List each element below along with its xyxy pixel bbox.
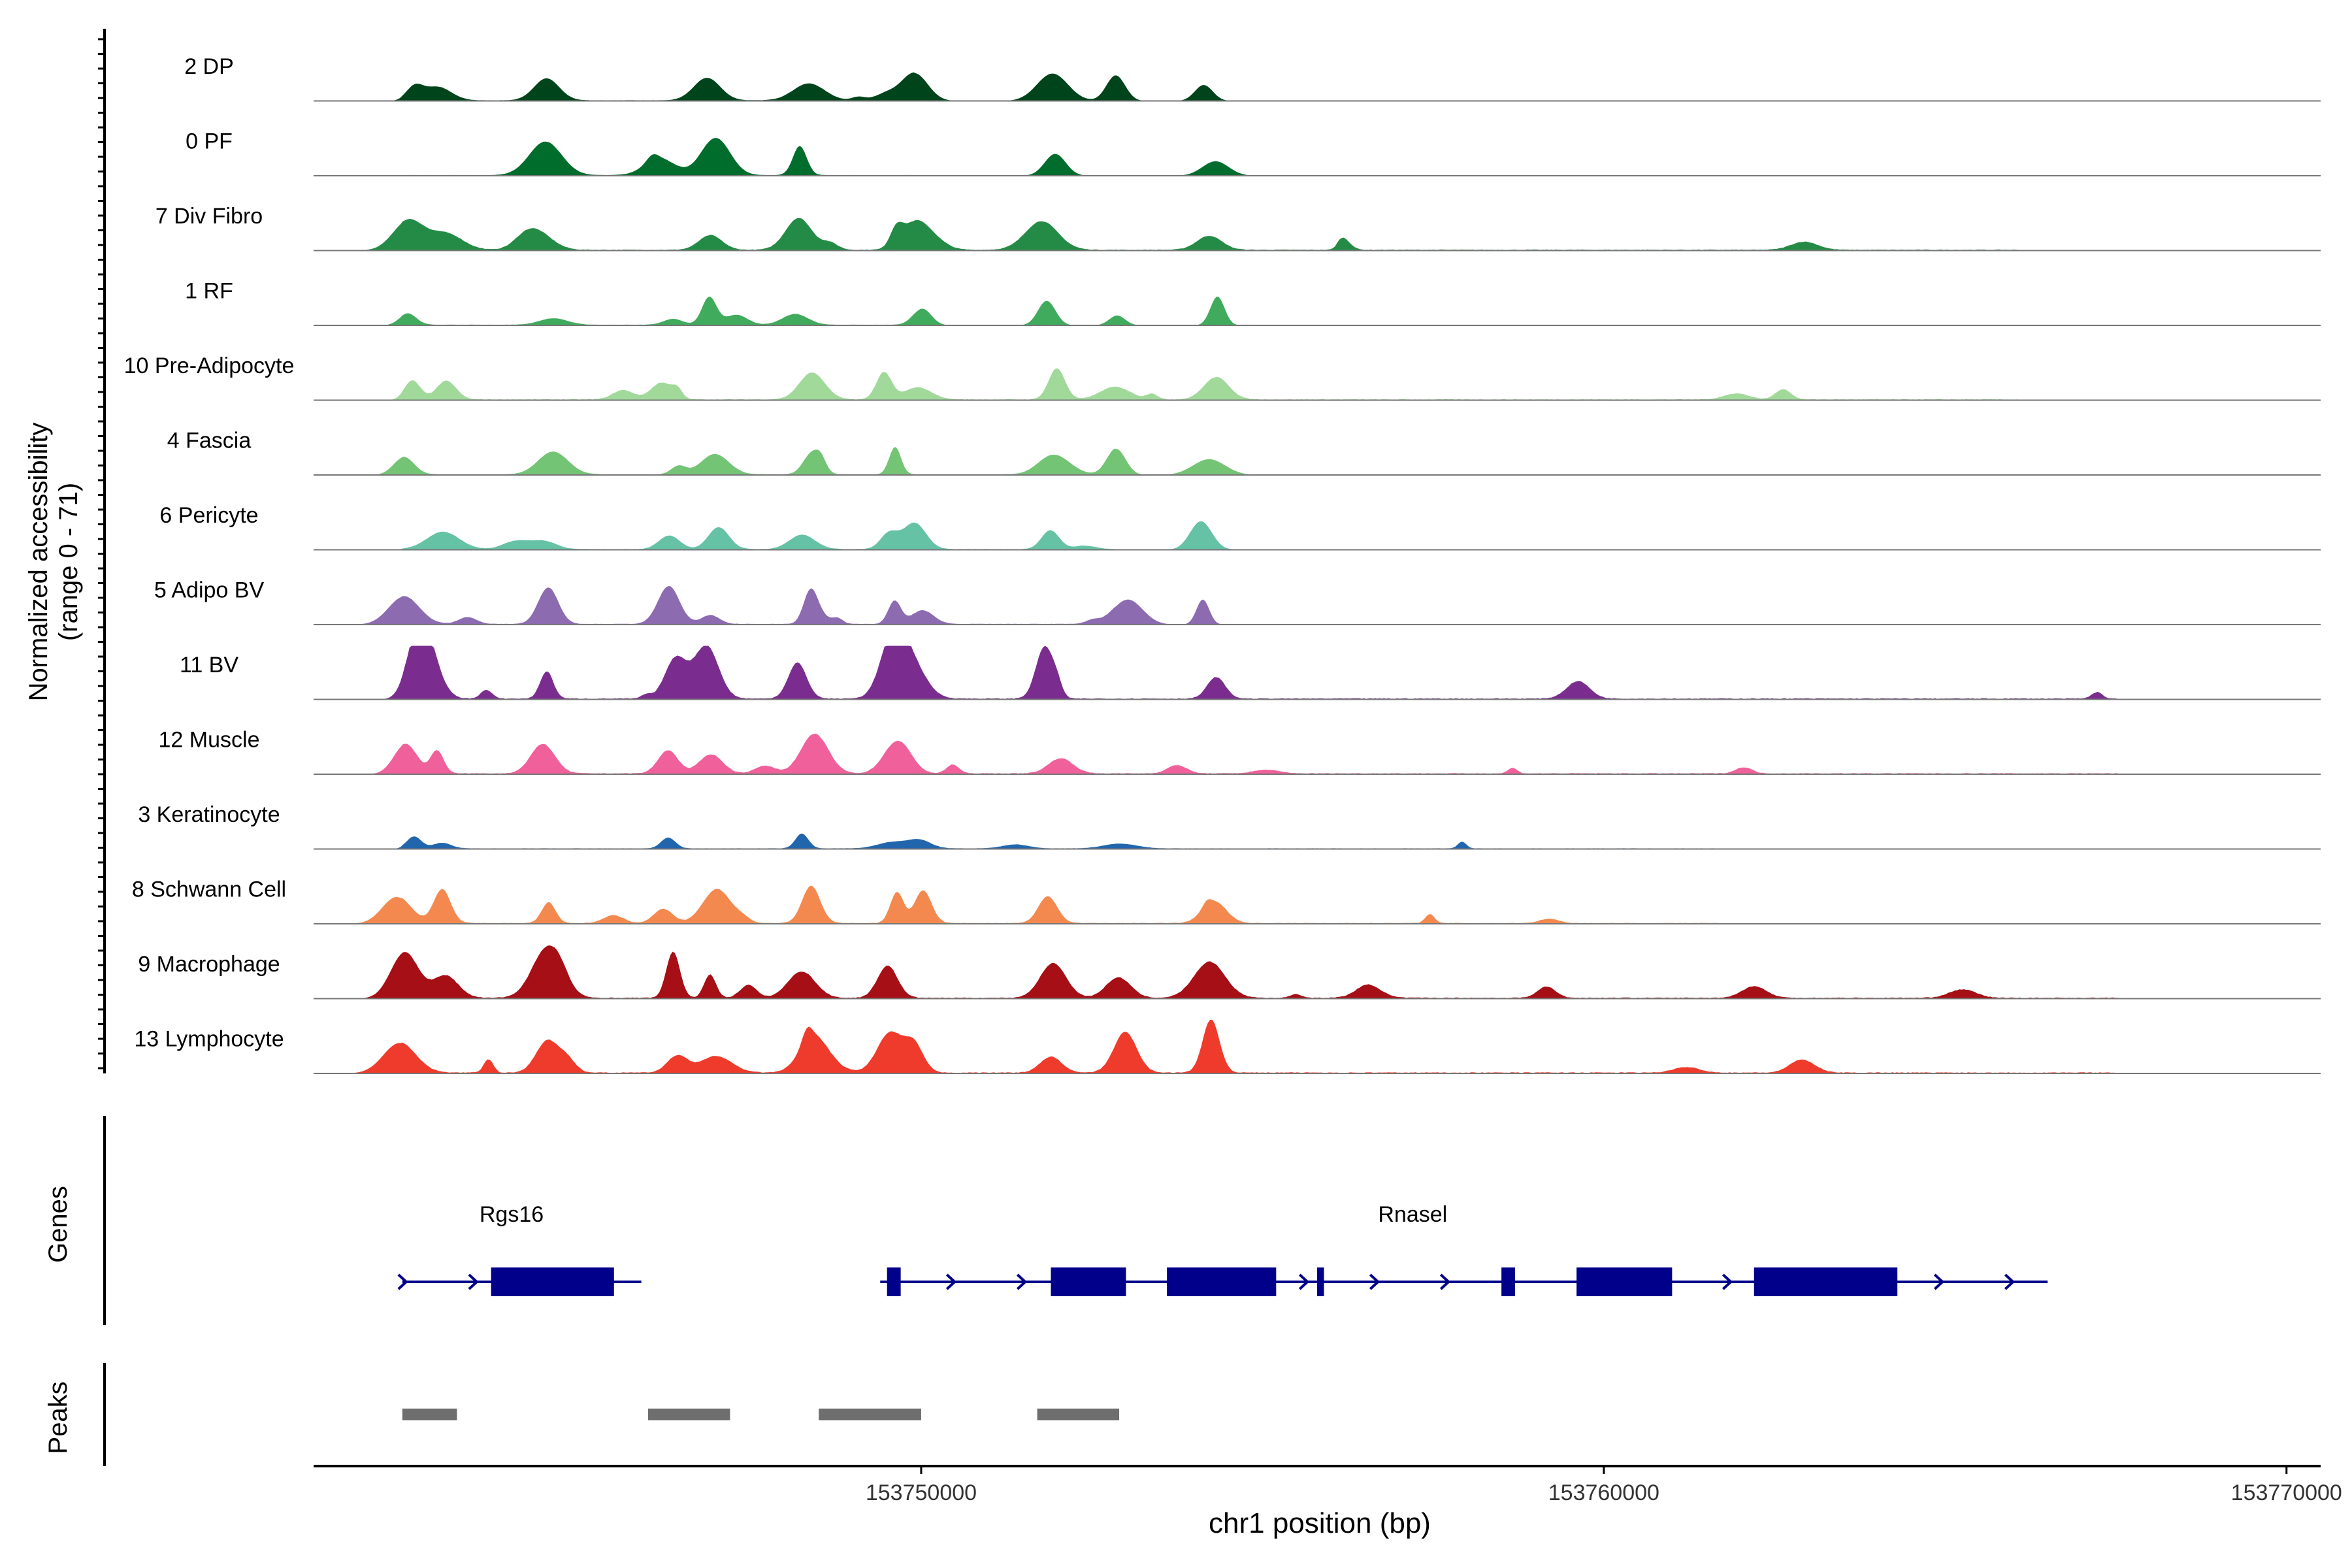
coverage-area (314, 72, 2321, 101)
exon (1501, 1267, 1516, 1296)
strand-arrow (2004, 1273, 2016, 1290)
track-label: 13 Lymphocyte (134, 1027, 284, 1052)
coverage-area (314, 521, 2321, 550)
track-label: 0 PF (186, 129, 233, 154)
track-label: 11 BV (180, 653, 238, 678)
coverage-area (314, 1020, 2321, 1073)
track-label: 3 Keratinocyte (138, 802, 280, 827)
gene-model: Rnasel (880, 1202, 2048, 1296)
coverage-area (314, 945, 2321, 999)
exon (1317, 1267, 1324, 1296)
track-label: 2 DP (184, 54, 234, 79)
strand-arrow (1369, 1273, 1380, 1290)
coverage-tracks: 2 DP 0 PF 7 Div Fibro 1 RF 10 Pre-Adipocyte 4… (124, 54, 2321, 1074)
gene-model: Rgs16 (397, 1202, 642, 1296)
strand-arrow (1933, 1273, 1945, 1290)
strand-arrow (1016, 1273, 1028, 1290)
exon (1167, 1267, 1277, 1296)
coverage-track: 4 Fascia (167, 429, 2321, 476)
coverage-track: 7 Div Fibro (155, 204, 2321, 252)
coverage-track: 9 Macrophage (138, 945, 2321, 1000)
track-label: 12 Muscle (159, 728, 260, 753)
x-axis: 153750000 153760000 153770000 (314, 1465, 2342, 1505)
coverage-area (314, 296, 2321, 325)
coverage-area (314, 833, 2321, 849)
peak-region (819, 1409, 921, 1420)
gene-label: Rgs16 (480, 1202, 544, 1227)
coverage-track: 12 Muscle (159, 728, 2321, 775)
strand-arrow (1298, 1273, 1310, 1290)
exon (1576, 1267, 1673, 1296)
peaks-track (402, 1409, 1119, 1420)
x-axis-label: chr1 position (bp) (1209, 1507, 1431, 1539)
strand-arrow (945, 1273, 957, 1290)
coverage-area (314, 447, 2321, 475)
y-axis-label-line1: Normalized accessibility (24, 423, 53, 702)
track-label: 1 RF (185, 279, 233, 304)
genes-track-label: Genes (44, 1186, 73, 1263)
exon (1051, 1267, 1126, 1296)
strand-arrow (397, 1273, 408, 1290)
coverage-track: 6 Pericyte (159, 503, 2321, 551)
coverage-track: 11 BV (180, 645, 2321, 700)
y-axis (98, 29, 106, 1073)
x-tick-label: 153750000 (866, 1480, 977, 1505)
coverage-area (314, 885, 2321, 924)
y-axis-label-line2: (range 0 - 71) (54, 483, 83, 641)
peak-region (648, 1409, 730, 1420)
strand-arrow (1722, 1273, 1733, 1290)
x-tick-label: 153760000 (1548, 1480, 1659, 1505)
track-label: 5 Adipo BV (154, 578, 265, 603)
coverage-track: 5 Adipo BV (154, 578, 2321, 625)
coverage-area (314, 138, 2321, 176)
track-label: 4 Fascia (167, 429, 252, 453)
coverage-track: 8 Schwann Cell (132, 877, 2321, 924)
peaks-track-label: Peaks (44, 1381, 73, 1454)
coverage-area (314, 645, 2321, 700)
exon (887, 1267, 901, 1296)
exon (491, 1267, 614, 1296)
track-label: 8 Schwann Cell (132, 877, 286, 902)
coverage-track: 2 DP (184, 54, 2321, 102)
coverage-area (314, 733, 2321, 774)
coverage-track: 3 Keratinocyte (138, 802, 2321, 850)
x-tick-label: 153770000 (2231, 1480, 2342, 1505)
coverage-area (314, 368, 2321, 400)
coverage-track: 10 Pre-Adipocyte (124, 353, 2321, 401)
peak-region (402, 1409, 457, 1420)
coverage-area (314, 586, 2321, 625)
coverage-area (314, 218, 2321, 251)
strand-arrow (468, 1273, 479, 1290)
coverage-track: 13 Lymphocyte (134, 1020, 2321, 1074)
gene-annotation-track: Rgs16 Rnasel (397, 1202, 2048, 1296)
peak-region (1037, 1409, 1119, 1420)
track-label: 9 Macrophage (138, 952, 280, 977)
strand-arrow (1439, 1273, 1451, 1290)
gene-label: Rnasel (1378, 1202, 1447, 1227)
coverage-track: 0 PF (186, 129, 2321, 176)
exon (1754, 1267, 1898, 1296)
track-label: 10 Pre-Adipocyte (124, 353, 295, 378)
track-label: 7 Div Fibro (155, 204, 263, 229)
coverage-track: 1 RF (185, 279, 2321, 326)
track-label: 6 Pericyte (159, 503, 258, 528)
